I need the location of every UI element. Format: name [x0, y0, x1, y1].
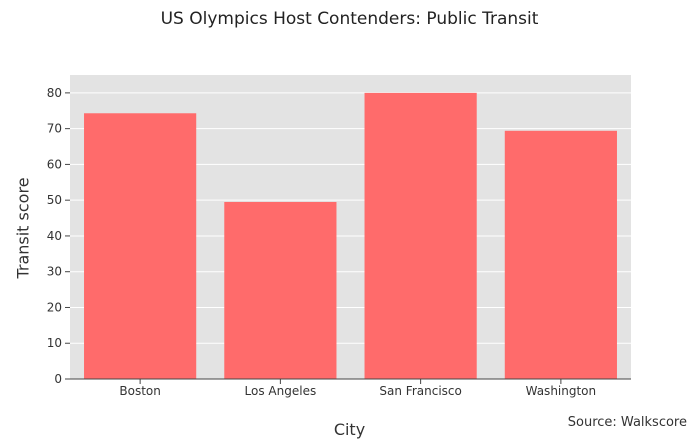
- x-tick-label: Los Angeles: [245, 384, 317, 398]
- bar-boston[interactable]: [84, 113, 197, 379]
- bar-los-angeles[interactable]: [224, 201, 337, 379]
- y-tick-label: 60: [47, 157, 62, 171]
- y-axis-title: Transit score: [13, 177, 33, 279]
- bar-washington[interactable]: [504, 130, 617, 379]
- x-axis-title: City: [333, 420, 366, 439]
- y-tick-label: 30: [47, 265, 62, 279]
- x-tick-label: Boston: [119, 384, 160, 398]
- x-tick-label: Washington: [526, 384, 597, 398]
- y-tick-label: 0: [54, 372, 62, 386]
- x-axis-ticks: Boston Los Angeles San Francisco Washington: [119, 379, 596, 398]
- source-annotation: Source: Walkscore: [567, 415, 687, 430]
- x-tick-label: San Francisco: [379, 384, 461, 398]
- bar-san-francisco[interactable]: [364, 92, 477, 379]
- y-tick-label: 80: [47, 86, 62, 100]
- y-tick-label: 10: [47, 336, 62, 350]
- bars: [84, 92, 617, 379]
- y-axis-ticks: 0 10 20 30 40 50 60 70 80: [47, 86, 70, 386]
- y-tick-label: 50: [47, 193, 62, 207]
- y-tick-label: 20: [47, 300, 62, 314]
- y-tick-label: 40: [47, 229, 62, 243]
- y-tick-label: 70: [47, 122, 62, 136]
- chart-title: US Olympics Host Contenders: Public Tran…: [160, 9, 539, 29]
